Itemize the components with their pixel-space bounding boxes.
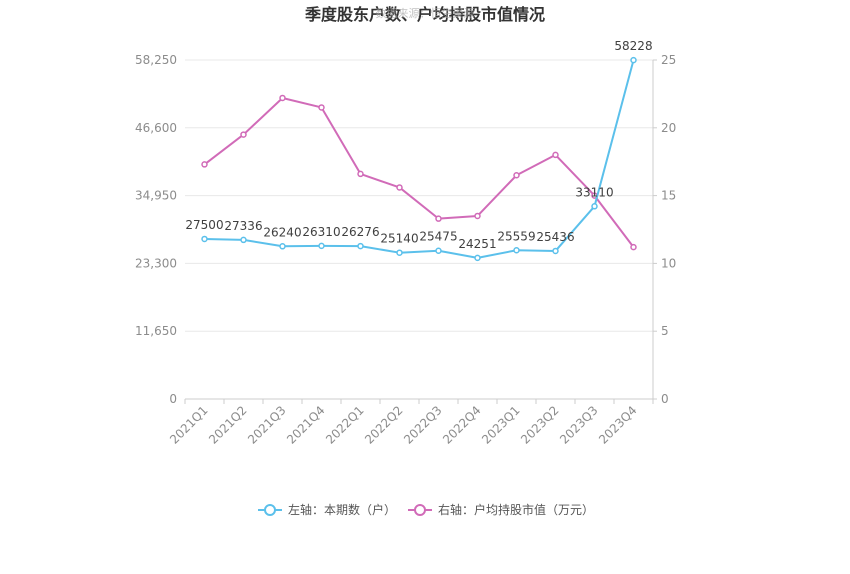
series-1-point (240, 131, 247, 138)
series-0: 27500 27336 26240 26310 26276 25140 2547524251… (185, 39, 653, 262)
right-tick-label: 25 (661, 53, 676, 67)
left-tick-label: 58,250 (135, 53, 177, 67)
series-1-point (357, 170, 364, 178)
right-axis: 0 5 10 15 20 25 (652, 53, 676, 406)
data-label: 27500 (185, 218, 223, 232)
legend-label-right: 右轴：户均持股市值（万元） (438, 502, 594, 517)
chart-title: 季度股东户数、户均持股市值情况 (304, 5, 545, 24)
x-tick-label: 2022Q3 (401, 403, 445, 447)
watermark: 数据来源：恒生聚源 (376, 6, 475, 20)
series-1-point (201, 161, 208, 168)
x-tick-label: 2022Q2 (362, 403, 406, 447)
x-tick-label: 2021Q3 (245, 403, 289, 447)
left-tick-label: 11,650 (135, 324, 177, 338)
data-label: 58228 (614, 39, 652, 53)
legend-label-left: 左轴：本期数（户） (288, 502, 396, 517)
x-tick-label: 2021Q4 (284, 403, 328, 447)
right-tick-label: 10 (661, 256, 676, 270)
series-line-1 (203, 96, 635, 248)
series-0-point (552, 247, 559, 255)
series-layer: 27500 27336 26240 26310 26276 25140 2547524251… (185, 39, 653, 262)
series-line-0 (204, 59, 635, 259)
series-1-point (513, 172, 520, 179)
data-label: 24251 (458, 237, 496, 251)
right-tick-label: 20 (661, 121, 676, 135)
series-1-point (318, 104, 325, 111)
series-0-point (630, 56, 637, 64)
series-0-point (591, 203, 598, 210)
left-tick-label: 23,300 (135, 256, 177, 270)
left-tick-label: 46,600 (135, 121, 177, 135)
series-1-point (396, 184, 403, 191)
data-label: 25140 (380, 232, 418, 246)
x-tick-label: 2023Q1 (479, 403, 523, 447)
data-label: 25475 (419, 230, 457, 244)
x-tick-label: 2022Q1 (323, 403, 367, 447)
data-label: 33110 (575, 185, 613, 199)
data-label: 26240 (263, 225, 301, 239)
data-label: 26276 (341, 225, 379, 239)
series-0-point (240, 236, 247, 244)
left-axis: 0 11,650 23,300 34,950 46,600 58,250 (135, 53, 177, 406)
series-0-point (435, 247, 442, 254)
series-0-point (474, 254, 481, 262)
x-axis: 2021Q12021Q22021Q32021Q42022Q12022Q22022… (167, 399, 654, 447)
left-tick-label: 0 (169, 392, 177, 406)
series-0-point (357, 242, 364, 250)
data-label: 25559 (497, 229, 535, 243)
series-1-point (279, 94, 286, 102)
x-tick-label: 2021Q2 (206, 403, 250, 447)
series-1-point (474, 212, 481, 220)
series-1-point (630, 243, 637, 251)
left-tick-label: 34,950 (135, 189, 177, 203)
x-tick-label: 2023Q3 (557, 403, 601, 447)
legend-item-right[interactable]: 右轴：户均持股市值（万元） (408, 502, 594, 517)
legend-item-left[interactable]: 左轴：本期数（户） (258, 502, 396, 517)
x-tick-label: 2023Q2 (518, 403, 562, 447)
series-0-point (513, 247, 520, 254)
data-label: 26310 (302, 225, 340, 239)
legend[interactable]: 左轴：本期数（户） 右轴：户均持股市值（万元） (258, 502, 594, 517)
data-label: 27336 (224, 219, 262, 233)
series-0-point (396, 249, 403, 256)
series-0-point (318, 242, 325, 250)
data-label: 25436 (536, 230, 574, 244)
series-1 (201, 94, 637, 251)
x-tick-label: 2022Q4 (440, 403, 484, 447)
series-1-point (435, 215, 442, 222)
x-tick-label: 2021Q1 (167, 403, 211, 447)
x-tick-label: 2023Q4 (596, 403, 640, 447)
series-0-point (201, 235, 208, 243)
series-0-point (279, 243, 286, 250)
right-tick-label: 5 (661, 324, 669, 338)
series-1-point (552, 151, 559, 159)
right-tick-label: 15 (661, 189, 676, 203)
right-tick-label: 0 (661, 392, 669, 406)
